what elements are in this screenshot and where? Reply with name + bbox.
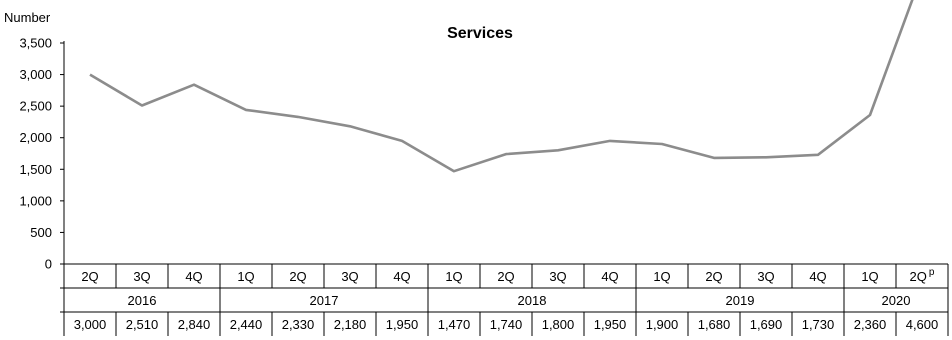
value-label: 2,180 <box>334 317 367 332</box>
year-label: 2016 <box>128 293 157 308</box>
value-label: 2,840 <box>178 317 211 332</box>
x-category-label: 3Q <box>757 269 774 284</box>
y-tick-label: 3,000 <box>19 67 52 82</box>
x-category-label: 3Q <box>549 269 566 284</box>
x-category-label: 2Q <box>497 269 514 284</box>
x-category-label: 1Q <box>861 269 878 284</box>
x-category-label: 3Q <box>133 269 150 284</box>
chart-title: Services <box>447 25 513 42</box>
y-axis-ticks: 0 500 1,000 1,500 2,000 2,500 3,000 3,500 <box>19 36 65 272</box>
value-label: 1,690 <box>750 317 783 332</box>
value-label: 1,740 <box>490 317 523 332</box>
value-label: 1,800 <box>542 317 575 332</box>
data-table: 2Q 3Q 4Q 1Q 2Q 3Q 4Q 1Q 2Q 3Q 4Q 1Q 2Q 3Q 4Q 1Q 2Q p 2016 2… <box>74 267 939 332</box>
x-category-label: 4Q <box>601 269 618 284</box>
x-category-label: 3Q <box>341 269 358 284</box>
x-category-label: 1Q <box>653 269 670 284</box>
value-label: 2,510 <box>126 317 159 332</box>
year-label: 2020 <box>882 293 911 308</box>
plot-area <box>89 0 914 173</box>
y-tick-label: 3,500 <box>19 36 52 51</box>
preliminary-marker: p <box>929 267 935 278</box>
y-tick-label: 0 <box>45 257 52 272</box>
x-category-label: 4Q <box>809 269 826 284</box>
x-category-label: 2Q <box>705 269 722 284</box>
x-category-label: 4Q <box>185 269 202 284</box>
value-label: 2,330 <box>282 317 315 332</box>
value-label: 3,000 <box>74 317 107 332</box>
x-category-label: 1Q <box>445 269 462 284</box>
y-tick-label: 2,500 <box>19 99 52 114</box>
value-label: 4,600 <box>906 317 939 332</box>
y-tick-label: 1,000 <box>19 193 52 208</box>
y-axis-title: Number <box>4 10 51 25</box>
y-tick-label: 1,500 <box>19 162 52 177</box>
year-label: 2017 <box>310 293 339 308</box>
value-label: 1,900 <box>646 317 679 332</box>
value-label: 1,470 <box>438 317 471 332</box>
x-category-label: 2Q p <box>910 267 935 284</box>
value-label: 1,680 <box>698 317 731 332</box>
x-category-label: 2Q <box>289 269 306 284</box>
value-label: 1,950 <box>594 317 627 332</box>
value-label: 1,950 <box>386 317 419 332</box>
year-label: 2019 <box>726 293 755 308</box>
x-category-label: 1Q <box>237 269 254 284</box>
x-category-label: 4Q <box>393 269 410 284</box>
value-label: 1,730 <box>802 317 835 332</box>
data-table-grid <box>60 263 949 336</box>
value-label: 2,440 <box>230 317 263 332</box>
x-category-label: 2Q <box>81 269 98 284</box>
y-tick-label: 500 <box>30 225 52 240</box>
value-label: 2,360 <box>854 317 887 332</box>
year-label: 2018 <box>518 293 547 308</box>
series-line <box>89 0 914 173</box>
y-tick-label: 2,000 <box>19 130 52 145</box>
